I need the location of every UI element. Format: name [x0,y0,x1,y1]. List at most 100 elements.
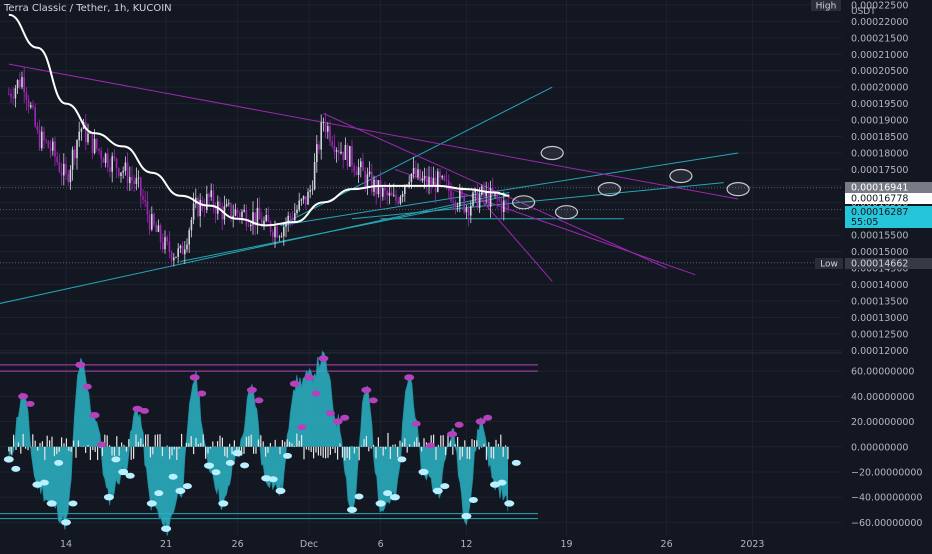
candle-body [144,199,146,202]
candle-body [190,219,193,231]
annotation-circle[interactable] [597,182,622,197]
oscillator-extreme-marker [132,405,143,413]
oscillator-extreme-marker [204,462,214,469]
candle-body [439,171,441,178]
candle-body [434,177,437,192]
candle-body [507,202,509,209]
candle-body [98,148,100,151]
candle-body [487,190,490,207]
candle-body [133,180,135,185]
oscillator-marker [25,400,35,407]
candle-body [96,138,98,149]
cyan-trendline[interactable] [180,195,510,263]
annotation-circle[interactable] [511,195,536,210]
candle-body [320,122,322,150]
candle-body [461,190,463,196]
candle-body [322,122,325,123]
candle-body [76,140,78,159]
oscillator-marker [82,383,92,390]
candle-body [267,215,270,222]
candle-body [428,176,430,186]
candle-body [399,196,402,204]
candle-body [287,215,289,224]
candle-body [23,77,25,93]
oscillator-extreme-marker [246,386,257,394]
candle-body [131,177,133,181]
candle-body [426,175,428,186]
annotation-circle[interactable] [540,145,564,161]
time-axis[interactable]: 14 21 26 Dec 6 12 19 26 2023 [60,539,765,550]
candle-body [283,226,285,237]
oscillator-marker [325,410,335,417]
candle-body [135,177,138,185]
annotation-circles[interactable] [511,145,750,220]
countdown-timer: 55:05 [851,217,878,228]
oscillator-axis[interactable]: 60.00000000 40.00000000 20.00000000 0.00000… [851,367,922,529]
candle-body [179,245,182,249]
oscillator-extreme-marker [490,481,500,488]
cyan-trendline[interactable] [351,182,724,220]
candle-body [58,162,61,172]
candle-body [228,203,230,205]
candle-body [54,141,56,157]
purple-trendline[interactable] [323,113,667,269]
oscillator-tick-label: 20.00000000 [851,417,914,428]
time-tick-label: 26 [661,539,673,550]
candle-body [153,214,155,225]
candle-body [489,188,492,207]
candle-body [379,180,382,197]
oscillator-extreme-marker [361,386,372,394]
oscillator-tick-label: 40.00000000 [851,392,914,403]
candle-body [265,215,267,221]
candle-body [71,149,74,170]
candle-body [254,212,256,226]
oscillator-extreme-marker [232,449,243,457]
price-tick-label: 0.00018500 [851,132,908,143]
candle-body [157,225,160,232]
candle-body [327,126,329,132]
candle-body [16,80,19,89]
purple-trendline[interactable] [8,63,739,200]
oscillator-extreme-marker [46,500,57,507]
oscillator-tick-label: −20.00000000 [851,467,922,478]
candle-body [285,223,287,227]
candle-body [448,180,450,191]
annotation-circle[interactable] [554,205,579,220]
annotation-circle[interactable] [726,182,750,197]
purple-trendlines[interactable] [8,63,739,282]
candle-body [349,146,351,167]
price-tick-label: 0.00018000 [851,148,908,159]
candle-body [197,197,199,217]
price-tick-label: 0.00019000 [851,116,908,127]
last-price-value: 0.00016287 [851,207,908,218]
candle-body [357,167,360,176]
candle-body [364,170,366,187]
candle-body [476,188,479,208]
candle-body [393,194,395,196]
oscillator-extreme-marker [332,418,343,425]
candle-body [333,145,336,152]
candle-body [111,156,113,172]
candle-body [366,174,369,187]
price-tick-label: 0.00012500 [851,329,908,340]
candle-body [485,190,487,197]
candle-body [52,141,54,151]
candle-body [494,193,496,195]
candle-body [159,225,162,243]
last-price-tag: 0.00016287 55:05 [845,206,932,228]
purple-trendline[interactable] [480,198,553,282]
time-tick-label: 2023 [740,539,764,550]
candle-body [419,169,421,181]
annotation-circle[interactable] [669,168,693,184]
oscillator-marker [168,473,178,480]
candle-body [412,167,415,174]
candle-body [459,190,461,207]
candle-body [36,126,39,131]
current-price-value: 0.00016778 [851,194,908,205]
cyan-trendline[interactable] [280,152,739,226]
oscillator-marker [225,459,235,466]
oscillator-marker [197,390,207,397]
candle-body [408,182,410,185]
